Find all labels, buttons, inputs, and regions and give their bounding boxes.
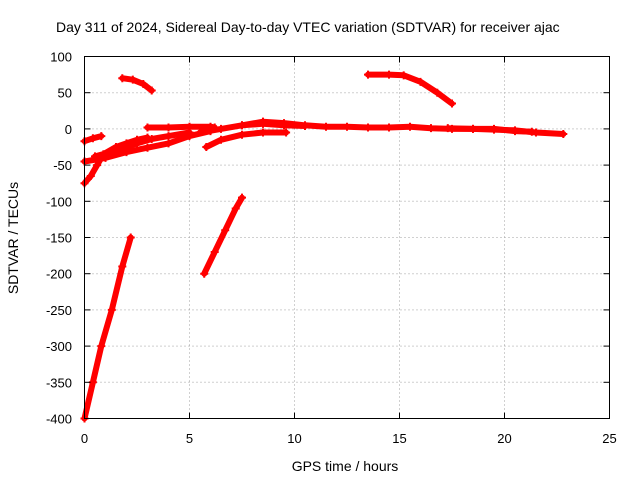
data-point [433,88,442,97]
data-point [126,233,135,242]
series-arc-1 [80,233,135,423]
data-point [385,70,393,79]
y-tick-label: -300 [46,339,72,354]
chart-title: Day 311 of 2024, Sidereal Day-to-day VTE… [56,19,560,35]
data-point [259,119,267,128]
series-arc-7 [99,133,152,159]
x-axis-label: GPS time / hours [292,458,399,474]
y-tick-label: -400 [46,412,72,427]
data-point [221,226,230,235]
data-point [301,122,309,131]
series-track [81,234,134,422]
data-point [185,122,194,131]
data-point [217,124,225,133]
x-tick-label: 20 [497,431,511,446]
data-point [238,121,246,130]
data-point [147,86,156,95]
data-point [118,74,127,83]
data-point [231,204,240,213]
data-point [86,171,95,180]
data-point [322,122,330,131]
data-point [559,129,568,138]
data-point [128,75,137,84]
data-point [399,71,408,80]
data-point [385,123,393,132]
data-point [490,124,498,133]
y-tick-label: -50 [53,158,72,173]
data-point [143,133,152,142]
series-arc-10 [202,128,291,151]
data-point [112,143,120,151]
data-point [416,77,425,86]
data-point [196,128,204,137]
series-arc-12 [200,193,246,278]
data-point [443,124,452,133]
data-point [527,127,536,136]
series-track [239,120,308,129]
data-point [469,124,477,133]
data-point [97,132,106,141]
series-arc-11 [238,119,309,131]
x-tick-label: 5 [186,431,193,446]
series-arc-2 [118,74,156,95]
y-tick-label: -150 [46,231,72,246]
data-point [259,128,267,137]
data-point [164,139,173,148]
x-tick-label: 0 [81,431,88,446]
data-point [202,143,211,151]
data-point [164,132,173,141]
y-tick-label: 100 [50,50,72,65]
series-track [119,75,155,94]
series-layer [80,70,568,423]
data-point [143,143,152,152]
data-point [427,124,435,133]
series-track [144,123,218,131]
series-track [365,71,455,107]
series-track [444,125,535,135]
y-tick-label: -100 [46,194,72,209]
data-point [217,135,225,144]
data-point [91,152,99,161]
data-point [93,161,102,170]
data-point [139,80,148,89]
data-point [280,121,288,130]
data-point [118,262,127,271]
data-point [238,193,246,202]
series-arc-13 [364,70,456,108]
y-tick-label: -200 [46,267,72,282]
data-point [99,150,108,159]
data-point [164,123,173,132]
data-point [122,139,131,148]
data-point [511,127,519,136]
x-tick-label: 25 [602,431,616,446]
x-tick-label: 10 [287,431,301,446]
data-point [97,342,106,351]
data-point [238,130,246,139]
data-point [107,305,116,314]
series-arc-14 [443,124,536,136]
data-point [364,70,372,79]
data-point [133,135,141,144]
data-point [143,123,152,132]
grid-layer [84,56,610,419]
data-point [406,122,414,131]
y-tick-label: 0 [65,122,72,137]
data-point [200,269,209,278]
x-tick-label: 15 [392,431,406,446]
y-tick-label: -350 [46,375,72,390]
y-axis-label: SDTVAR / TECUs [5,182,21,294]
data-point [282,128,291,137]
data-point [343,122,351,131]
y-tick-label: 50 [58,86,72,101]
data-point [210,247,219,256]
plot-frame [84,56,610,419]
data-point [364,123,372,132]
data-point [448,99,456,108]
y-tick-label: -250 [46,303,72,318]
data-point [88,134,97,143]
tick-layer: 0 5 10 15 20 25 -400 -350 -300 -250 -200 -150 -100 -5… [46,50,617,447]
